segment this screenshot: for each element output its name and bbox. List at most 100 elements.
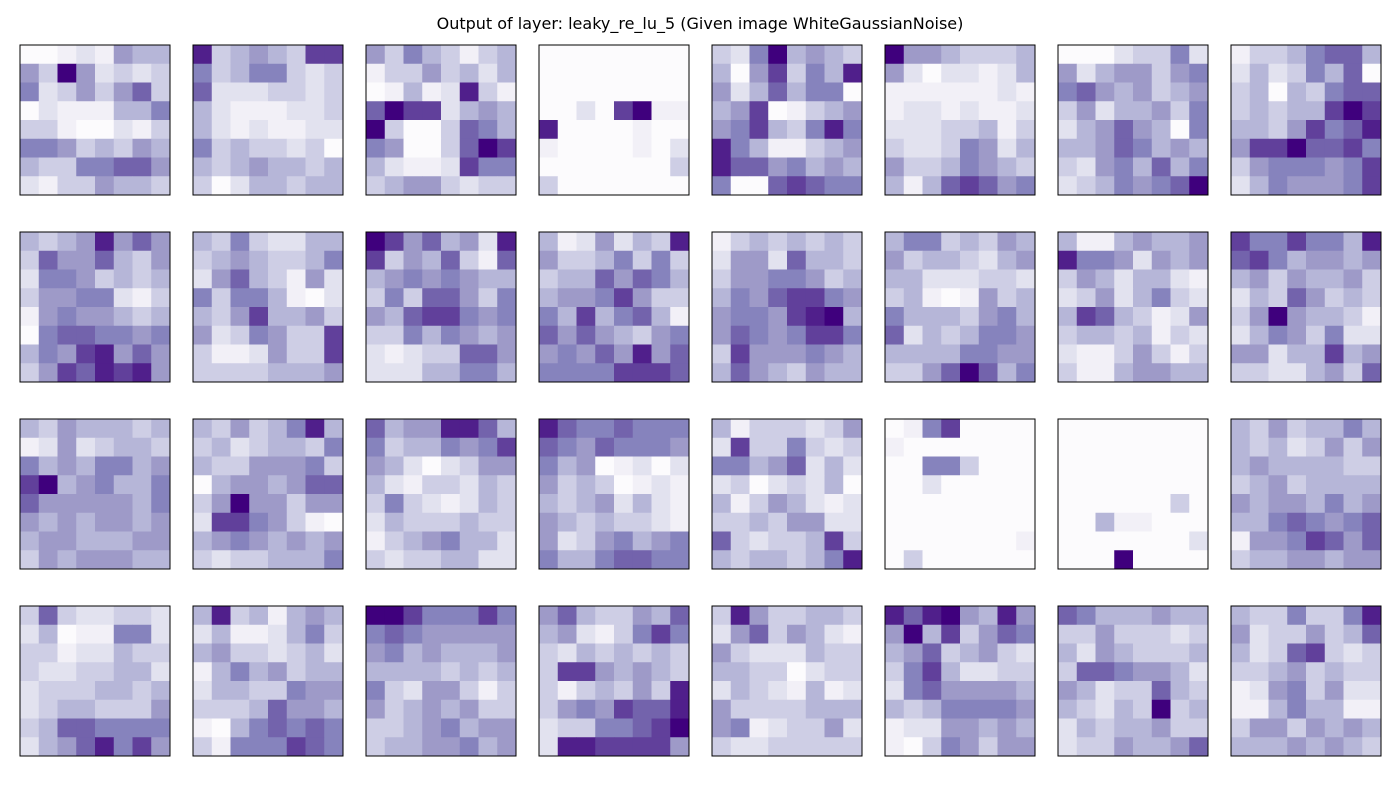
heatmap-cell [230,624,250,644]
heatmap-cell [712,494,732,514]
heatmap-cell [1343,437,1363,457]
heatmap-cell [1362,606,1382,626]
heatmap-cell [268,344,288,364]
feature-map-panel-29 [711,605,863,757]
heatmap-cell [268,288,288,308]
heatmap-cell [422,269,442,289]
heatmap-cell [787,250,807,270]
heatmap-cell [268,363,288,383]
heatmap-cell [459,45,479,65]
heatmap-cell [1076,699,1096,719]
heatmap-cell [478,419,498,439]
heatmap-cell [824,288,844,308]
heatmap-cell [1151,120,1171,140]
heatmap-cell [712,456,732,476]
heatmap-cell [1114,456,1134,476]
heatmap-cell [922,363,942,383]
feature-map-panel-1 [19,44,171,196]
heatmap-cell [576,419,596,439]
heatmap-cell [614,437,634,457]
heatmap-cell [632,45,652,65]
heatmap-cell [557,101,577,121]
heatmap-cell [941,494,961,514]
heatmap-cell [305,45,325,65]
heatmap-cell [286,176,306,196]
heatmap-cell [1231,344,1251,364]
heatmap-cell [305,176,325,196]
heatmap-cell [268,681,288,701]
heatmap-cell [843,101,863,121]
heatmap-cell [95,250,115,270]
heatmap-cell [1058,494,1078,514]
heatmap-cell [497,475,517,495]
heatmap-cell [1151,157,1171,177]
heatmap-cell [151,624,171,644]
heatmap-cell [76,363,96,383]
heatmap-cell [478,45,498,65]
heatmap-cell [539,531,559,551]
heatmap-cell [614,606,634,626]
heatmap-cell [57,475,77,495]
heatmap-cell [576,120,596,140]
heatmap-cell [632,718,652,738]
heatmap-cell [76,512,96,532]
heatmap-cell [1095,737,1115,757]
heatmap-cell [730,269,750,289]
heatmap-cell [1324,606,1344,626]
heatmap-cell [1362,718,1382,738]
heatmap-cell [997,437,1017,457]
heatmap-cell [595,681,615,701]
heatmap-cell [1231,250,1251,270]
heatmap-cell [730,737,750,757]
heatmap-cell [1324,531,1344,551]
heatmap-cell [1343,475,1363,495]
heatmap-cell [922,662,942,682]
heatmap-cell [824,120,844,140]
heatmap-cell [787,456,807,476]
heatmap-cell [960,250,980,270]
heatmap-cell [366,662,386,682]
heatmap-cell [539,250,559,270]
heatmap-cell [614,325,634,345]
heatmap-cell [1249,157,1269,177]
heatmap-cell [249,157,269,177]
panel-frame [192,605,344,757]
heatmap-cell [211,419,231,439]
heatmap-cell [712,269,732,289]
heatmap-cell [384,269,404,289]
heatmap-cell [76,63,96,83]
heatmap-cell [1231,45,1251,65]
feature-map-panel-3 [365,44,517,196]
heatmap-cell [1287,718,1307,738]
heatmap-cell [268,138,288,158]
heatmap-cell [1058,363,1078,383]
heatmap-cell [403,176,423,196]
heatmap-cell [749,250,769,270]
heatmap-cell [1076,531,1096,551]
heatmap-cell [113,643,133,663]
heatmap-cell [1362,138,1382,158]
heatmap-cell [1324,456,1344,476]
heatmap-cell [768,531,788,551]
feature-map-panel-21 [711,418,863,570]
heatmap-cell [1095,63,1115,83]
heatmap-cell [843,606,863,626]
heatmap-cell [422,718,442,738]
heatmap-cell [113,718,133,738]
heatmap-cell [497,82,517,102]
heatmap-cell [230,157,250,177]
heatmap-cell [1306,718,1326,738]
heatmap-cell [459,82,479,102]
heatmap-cell [1249,269,1269,289]
heatmap-cell [193,494,213,514]
heatmap-cell [268,512,288,532]
heatmap-cell [749,512,769,532]
heatmap-cell [1343,232,1363,252]
heatmap-cell [960,344,980,364]
heatmap-cell [57,363,77,383]
heatmap-cell [978,101,998,121]
heatmap-cell [903,419,923,439]
heatmap-cell [497,269,517,289]
heatmap-cell [595,550,615,570]
heatmap-cell [1133,624,1153,644]
